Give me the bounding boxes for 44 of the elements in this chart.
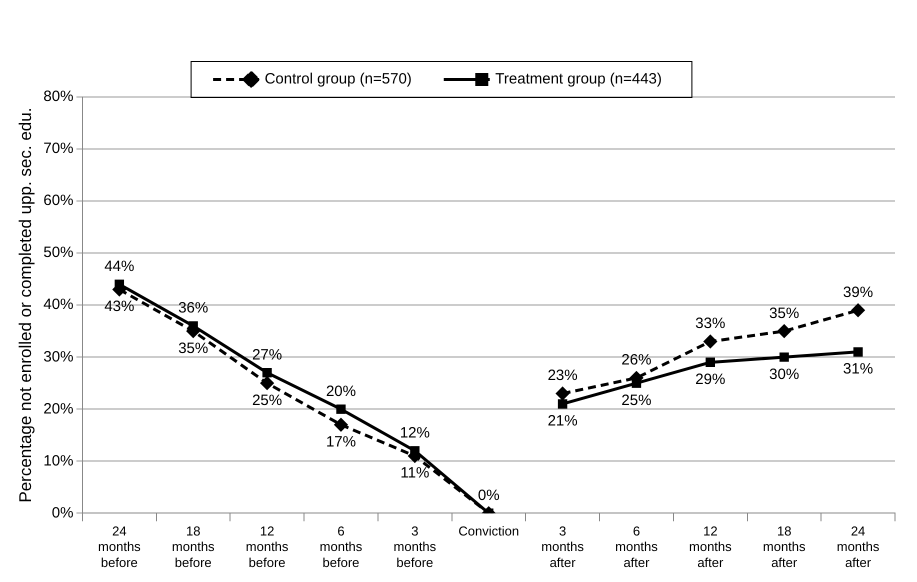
y-tick-label: 20% (43, 400, 74, 418)
data-label: 23% (548, 367, 578, 384)
x-tick-label: 6 months before (320, 524, 363, 570)
x-tick-label: 6 months after (615, 524, 658, 570)
y-tick-label: 80% (43, 88, 74, 106)
data-label: 43% (104, 298, 134, 316)
data-label: 21% (548, 412, 578, 430)
data-label: 27% (252, 346, 282, 364)
y-tick-label: 40% (43, 296, 74, 314)
legend-label: Treatment group (n=443) (495, 70, 662, 88)
x-tick-label: 12 months after (689, 524, 732, 570)
y-tick-label: 70% (43, 140, 74, 158)
data-label: 33% (695, 315, 726, 332)
data-label: 20% (326, 382, 356, 400)
data-label: 25% (252, 392, 282, 409)
data-label: 25% (621, 392, 652, 409)
x-tick-label: 24 months after (836, 524, 880, 570)
y-tick-label: 50% (43, 244, 74, 262)
data-label: 35% (769, 304, 800, 322)
x-tick-label: Conviction (458, 524, 520, 539)
y-tick-label: 30% (43, 348, 74, 366)
x-tick-label: 3 months after (541, 524, 584, 570)
data-label: 35% (178, 340, 208, 357)
x-tick-label: 3 months before (394, 524, 437, 570)
y-axis-title: Percentage not enrolled or completed upp. sec. edu. (16, 108, 35, 503)
data-label: 12% (400, 424, 430, 442)
x-tick-label: 24 months before (98, 524, 142, 570)
x-tick-label: 18 months before (172, 524, 216, 570)
y-tick-label: 60% (43, 192, 74, 210)
data-label: 44% (104, 258, 134, 275)
legend-label: Control group (n=570) (264, 70, 412, 88)
y-tick-label: 10% (43, 452, 74, 470)
y-tick-label: 0% (52, 504, 74, 522)
data-label: 31% (843, 360, 874, 378)
data-label: 11% (400, 464, 430, 482)
data-label: 29% (695, 370, 726, 388)
data-label: 39% (843, 284, 874, 301)
data-label: 0% (478, 486, 500, 504)
data-label: 17% (326, 433, 356, 450)
data-label: 30% (769, 366, 800, 383)
x-tick-label: 12 months before (246, 524, 289, 570)
x-tick-label: 18 months after (762, 524, 806, 570)
data-label: 36% (178, 300, 208, 317)
data-label: 26% (621, 352, 652, 369)
